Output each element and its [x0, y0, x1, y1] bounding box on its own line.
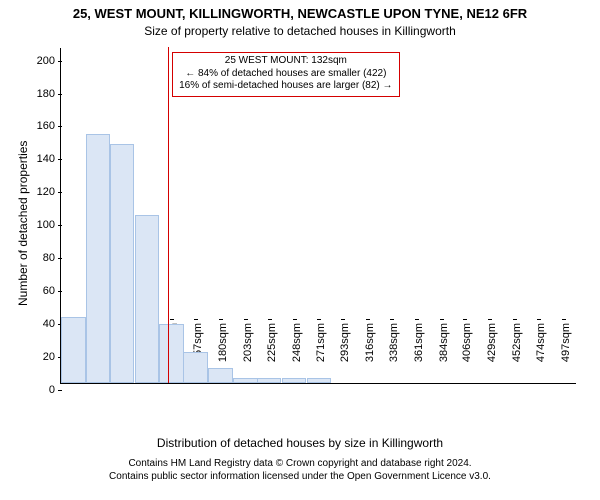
y-tick: 100	[37, 219, 61, 231]
y-tick: 0	[49, 384, 61, 396]
annotation-line: 25 WEST MOUNT: 132sqm	[179, 55, 392, 68]
annotation-line: ← 84% of detached houses are smaller (42…	[179, 68, 392, 81]
y-tick: 20	[43, 351, 61, 363]
histogram-plot: 02040608010012014016018020044sqm67sqm89s…	[60, 48, 576, 384]
histogram-bar	[61, 317, 86, 383]
x-tick: 361sqm	[413, 323, 425, 383]
x-tick: 384sqm	[438, 323, 450, 383]
histogram-bar	[208, 368, 233, 383]
annotation-line: 16% of semi-detached houses are larger (…	[179, 80, 392, 93]
y-tick: 120	[37, 186, 61, 198]
chart-subtitle: Size of property relative to detached ho…	[0, 24, 600, 38]
attribution-text: Contains HM Land Registry data © Crown c…	[0, 458, 600, 483]
y-tick: 180	[37, 88, 61, 100]
x-tick: 225sqm	[266, 323, 278, 383]
histogram-bar	[135, 215, 160, 383]
histogram-bar	[257, 378, 282, 383]
histogram-bar	[233, 378, 258, 383]
histogram-bar	[110, 144, 135, 383]
y-tick: 80	[43, 252, 61, 264]
annotation-box: 25 WEST MOUNT: 132sqm← 84% of detached h…	[172, 52, 399, 97]
histogram-bar	[307, 378, 332, 383]
x-tick: 203sqm	[242, 323, 254, 383]
y-tick: 140	[37, 153, 61, 165]
x-tick: 429sqm	[486, 323, 498, 383]
x-tick: 497sqm	[560, 323, 572, 383]
y-tick: 200	[37, 55, 61, 67]
y-tick: 60	[43, 285, 61, 297]
histogram-bar	[183, 352, 208, 383]
histogram-bar	[159, 324, 184, 383]
x-tick: 248sqm	[291, 323, 303, 383]
x-axis-label: Distribution of detached houses by size …	[0, 436, 600, 450]
attribution-line-2: Contains public sector information licen…	[0, 471, 600, 484]
x-tick: 271sqm	[315, 323, 327, 383]
y-tick: 40	[43, 318, 61, 330]
histogram-bar	[282, 378, 307, 383]
x-tick: 406sqm	[461, 323, 473, 383]
x-tick: 338sqm	[388, 323, 400, 383]
y-axis-label: Number of detached properties	[16, 141, 30, 306]
x-tick: 293sqm	[339, 323, 351, 383]
x-tick: 316sqm	[364, 323, 376, 383]
y-tick: 160	[37, 120, 61, 132]
x-tick: 474sqm	[535, 323, 547, 383]
attribution-line-1: Contains HM Land Registry data © Crown c…	[0, 458, 600, 471]
address-title: 25, WEST MOUNT, KILLINGWORTH, NEWCASTLE …	[0, 6, 600, 21]
x-tick: 452sqm	[511, 323, 523, 383]
reference-line	[168, 47, 169, 383]
histogram-bar	[86, 134, 111, 383]
